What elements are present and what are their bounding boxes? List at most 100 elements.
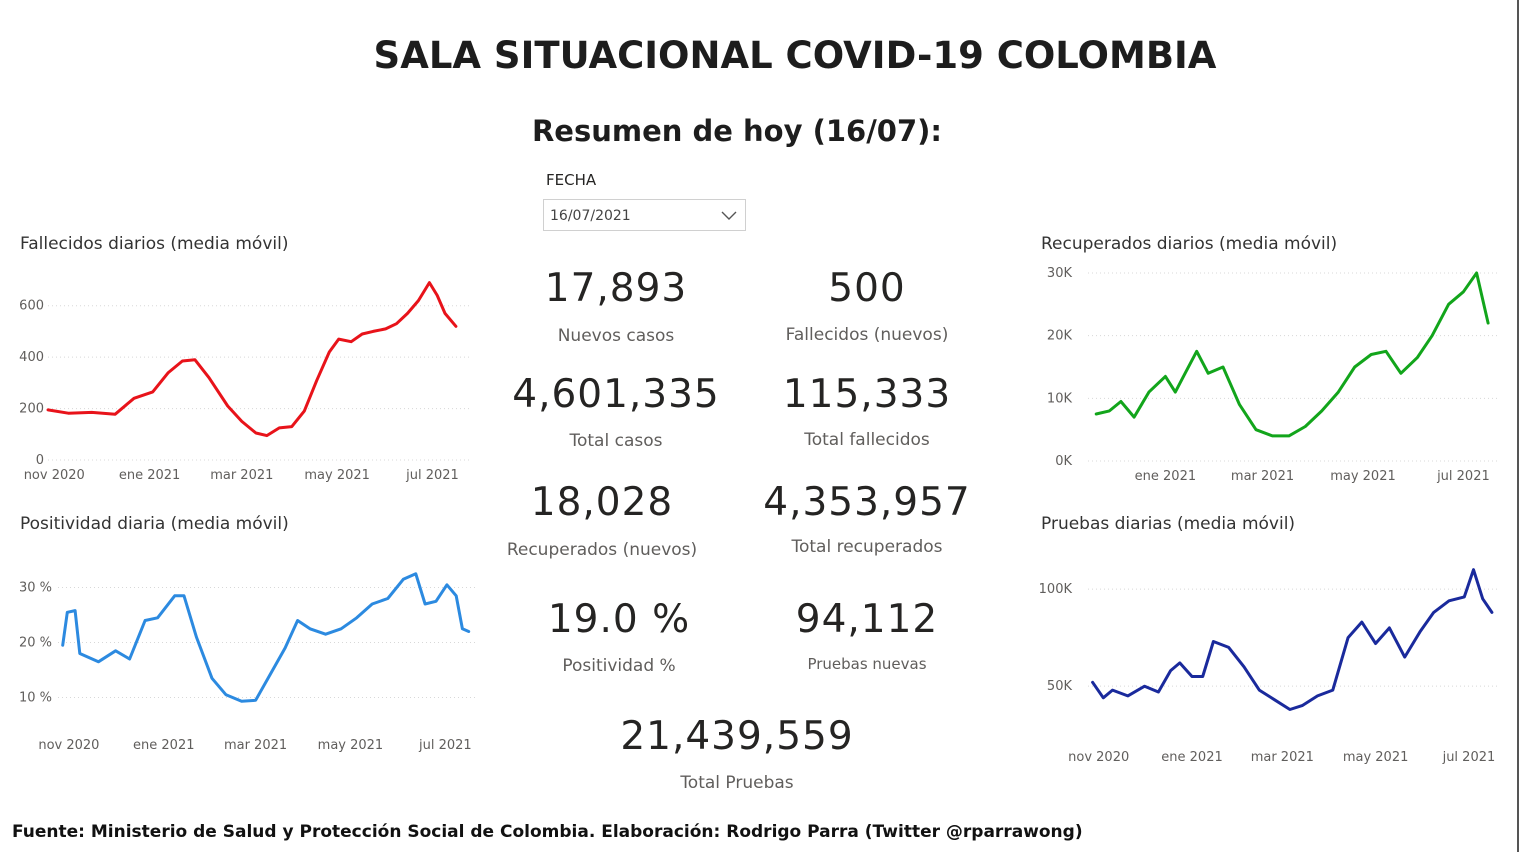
chart-title-deaths: Fallecidos diarios (media móvil)	[20, 234, 289, 254]
data-point	[114, 649, 117, 652]
y-tick-label: 10 %	[19, 691, 52, 706]
data-point	[1164, 375, 1167, 378]
page-title: SALA SITUACIONAL COVID-19 COLOMBIA	[373, 34, 1217, 77]
data-point	[1288, 435, 1290, 437]
x-tick-label: mar 2021	[1231, 469, 1294, 484]
data-point	[309, 627, 311, 630]
y-tick-label: 30K	[1047, 266, 1073, 281]
data-point	[1289, 708, 1291, 711]
data-point	[296, 619, 299, 622]
kpi-value-total-tests: 21,439,559	[620, 714, 854, 759]
kpi-label-total-recovered: Total recuperados	[791, 537, 943, 557]
data-point	[1157, 691, 1160, 693]
data-point	[1207, 372, 1210, 375]
data-point	[1337, 391, 1340, 393]
positivity-chart: 10 % 20 % 30 % nov 2020 ene 2021 mar 2021 may …	[19, 572, 478, 753]
y-tick-label: 200	[19, 402, 44, 417]
data-point	[436, 294, 438, 297]
kpi-value-new-recovered: 18,028	[530, 480, 674, 525]
x-tick-label: jul 2021	[418, 738, 472, 753]
data-point	[1361, 621, 1363, 623]
data-point	[1126, 695, 1129, 697]
date-filter-value: 16/07/2021	[550, 208, 631, 224]
data-point	[461, 627, 464, 630]
data-point	[455, 325, 457, 328]
kpi-label-total-cases: Total casos	[569, 431, 663, 451]
data-point	[173, 594, 176, 597]
x-tick-label: mar 2021	[224, 738, 287, 753]
data-point	[194, 358, 196, 361]
data-point	[1133, 416, 1135, 418]
data-point	[1491, 611, 1493, 614]
x-tick-label: ene 2021	[1161, 750, 1222, 765]
data-point	[1148, 391, 1150, 393]
data-point	[337, 338, 340, 340]
data-point	[66, 611, 69, 614]
data-point	[74, 609, 76, 612]
data-point	[1370, 353, 1373, 356]
data-point	[1388, 627, 1391, 629]
y-tick-label: 10K	[1047, 391, 1073, 406]
data-point	[114, 413, 117, 416]
y-tick-label: 0	[36, 453, 44, 468]
data-point	[1447, 303, 1450, 306]
data-point	[1184, 372, 1186, 375]
y-tick-label: 20 %	[19, 636, 52, 651]
data-point	[1091, 681, 1094, 684]
x-tick-label: ene 2021	[1135, 469, 1196, 484]
series-line	[1091, 568, 1494, 711]
data-point	[1258, 689, 1261, 691]
data-point	[67, 412, 70, 414]
data-point	[350, 340, 353, 343]
data-point	[324, 633, 327, 636]
data-point	[225, 693, 227, 696]
y-tick-label: 600	[19, 299, 44, 314]
data-point	[361, 333, 363, 335]
data-point	[340, 627, 342, 630]
source-footer: Fuente: Ministerio de Salud y Protección…	[12, 822, 1083, 842]
x-tick-label: nov 2020	[38, 738, 99, 753]
data-point	[1212, 640, 1215, 643]
data-point	[1481, 598, 1484, 600]
data-point	[156, 616, 159, 619]
kpi-value-total-cases: 4,601,335	[512, 372, 720, 417]
data-point	[446, 583, 448, 586]
kpi-value-total-deaths: 115,333	[782, 372, 952, 417]
x-tick-label: mar 2021	[1251, 750, 1314, 765]
tests-chart: 50K 100K nov 2020 ene 2021 mar 2021 may 2021 j…	[1039, 568, 1498, 765]
kpi-label-new-cases: Nuevos casos	[557, 326, 675, 346]
data-point	[467, 630, 470, 633]
recovered-chart: 0K 10K 20K 30K ene 2021 mar 2021 may 2021 jul 2…	[1047, 266, 1498, 484]
data-point	[395, 322, 398, 325]
data-point	[1416, 356, 1419, 359]
data-point	[384, 328, 387, 330]
data-point	[90, 411, 93, 414]
data-point	[1169, 669, 1172, 672]
data-point	[128, 658, 131, 660]
x-tick-label: may 2021	[318, 738, 384, 753]
data-point	[241, 420, 243, 423]
data-point	[414, 572, 417, 575]
data-point	[1419, 631, 1421, 633]
data-point	[372, 330, 374, 333]
data-point	[226, 405, 229, 407]
data-point	[255, 432, 257, 434]
data-point	[417, 299, 420, 302]
data-point	[167, 371, 170, 374]
data-point	[1238, 403, 1241, 406]
data-point	[1178, 662, 1181, 664]
data-point	[406, 312, 409, 315]
data-point	[424, 603, 426, 605]
data-point	[1331, 689, 1334, 691]
data-point	[1347, 636, 1349, 639]
data-point	[1201, 675, 1204, 678]
date-filter-dropdown[interactable]: 16/07/2021	[543, 199, 746, 231]
data-point	[291, 425, 293, 428]
data-point	[1487, 322, 1489, 324]
data-point	[208, 376, 210, 379]
data-point	[151, 391, 154, 393]
y-tick-label: 50K	[1047, 679, 1073, 694]
data-point	[1095, 413, 1098, 415]
data-point	[1353, 366, 1356, 368]
series-line	[1094, 271, 1490, 438]
